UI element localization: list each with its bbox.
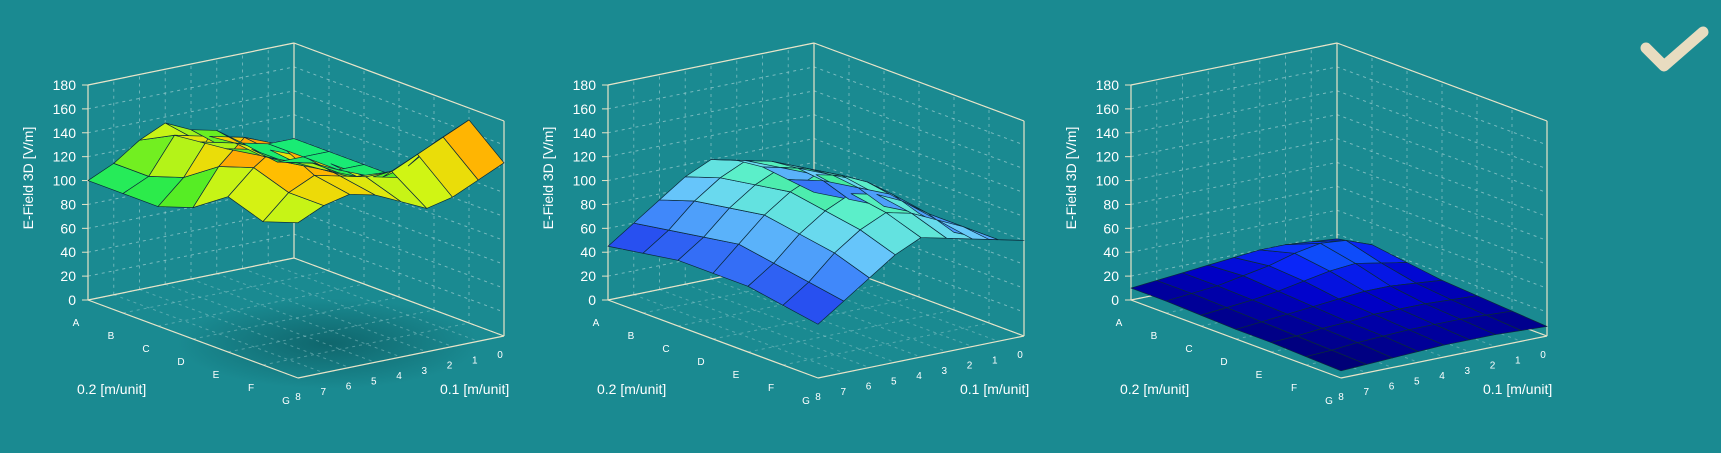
y-tick-label: 100 [53,173,77,189]
y-tick-label: 0 [68,292,76,308]
y-tick-label: 60 [1103,220,1119,236]
row-tick-label: E [733,370,740,381]
col-tick-label: 8 [815,392,821,403]
x-axis-label: 0.2 [m/unit] [77,381,146,397]
row-tick-label: B [1151,331,1158,342]
y-tick-label: 40 [60,244,76,260]
col-tick-label: 6 [1389,382,1395,393]
row-tick-label: C [142,344,149,355]
row-tick-label: G [1325,396,1333,407]
checkmark-icon [1640,26,1709,72]
surface-shadow [178,298,479,389]
y-tick-label: 20 [60,268,76,284]
col-tick-label: 0 [497,350,503,361]
col-tick-label: 7 [1363,387,1369,398]
y-tick-label: 140 [573,125,597,141]
y-tick-label: 0 [588,292,596,308]
col-tick-label: 2 [447,361,453,372]
row-tick-label: B [628,331,635,342]
y-tick-label: 120 [573,149,597,165]
surface-cell [442,119,505,181]
surface-cell [1485,310,1548,331]
row-tick-label: F [248,383,254,394]
col-tick-label: 4 [1439,371,1445,382]
y-tick-label: 80 [60,196,76,212]
row-tick-label: F [1291,383,1297,394]
y-tick-label: 20 [580,268,596,284]
col-tick-label: 5 [891,376,897,387]
row-tick-label: D [697,357,704,368]
col-tick-label: 0 [1017,350,1023,361]
surface-cell [962,226,1025,241]
col-tick-label: 2 [967,361,973,372]
y-tick-label: 160 [573,101,597,117]
col-tick-label: 0 [1540,350,1546,361]
y-tick-label: 120 [53,149,77,165]
y-tick-label: 160 [53,101,77,117]
row-tick-label: D [177,357,184,368]
y-tick-label: 0 [1111,292,1119,308]
row-tick-label: F [768,383,774,394]
y-axis-label: E-Field 3D [V/m] [20,127,36,230]
row-tick-label: G [802,396,810,407]
y-tick-label: 120 [1096,149,1120,165]
y-tick-label: 160 [1096,101,1120,117]
y-tick-label: 180 [1096,77,1120,93]
row-tick-label: A [73,318,80,329]
col-tick-label: 8 [295,392,301,403]
col-tick-label: 3 [1464,366,1470,377]
y-tick-label: 180 [573,77,597,93]
row-tick-label: E [1256,370,1263,381]
z-axis-label: 0.1 [m/unit] [960,381,1029,397]
y-tick-label: 20 [1103,268,1119,284]
y-tick-label: 40 [580,244,596,260]
col-tick-label: 1 [472,355,478,366]
x-axis-label: 0.2 [m/unit] [1120,381,1189,397]
col-tick-label: 4 [396,371,402,382]
surface [87,119,505,224]
y-tick-label: 100 [1096,173,1120,189]
col-tick-label: 6 [346,382,352,393]
x-axis-label: 0.2 [m/unit] [597,381,666,397]
y-tick-label: 60 [580,220,596,236]
col-tick-label: 2 [1490,361,1496,372]
chart-left: 0 20 40 60 80 100 120 140 160 180 A B C D E F G 8 7 6 5 4 3 2 1 0… [20,42,509,407]
row-tick-label: C [1185,344,1192,355]
surface [1130,238,1548,372]
chart-middle: 0 20 40 60 80 100 120 140 160 180 A B C D E F G 8 7 6 5 4 3 2 1 0… [540,42,1029,407]
row-tick-label: A [1116,318,1123,329]
col-tick-label: 1 [992,355,998,366]
col-tick-label: 6 [866,382,872,393]
y-tick-label: 80 [580,196,596,212]
row-tick-label: E [213,370,220,381]
y-tick-label: 180 [53,77,77,93]
surface [607,159,1025,325]
col-tick-label: 3 [941,366,947,377]
col-tick-label: 1 [1515,355,1521,366]
z-axis-label: 0.1 [m/unit] [1483,381,1552,397]
col-tick-label: 7 [320,387,326,398]
chart-right: 0 20 40 60 80 100 120 140 160 180 A B C D E F G 8 7 6 5 4 3 2 1 0… [1063,42,1552,407]
y-tick-label: 140 [53,125,77,141]
y-axis-label: E-Field 3D [V/m] [1063,127,1079,230]
row-tick-label: A [593,318,600,329]
row-tick-label: D [1220,357,1227,368]
col-tick-label: 4 [916,371,922,382]
y-tick-label: 100 [573,173,597,189]
row-tick-label: G [282,396,290,407]
col-tick-label: 5 [1414,376,1420,387]
col-tick-label: 8 [1338,392,1344,403]
z-axis-label: 0.1 [m/unit] [440,381,509,397]
y-tick-label: 40 [1103,244,1119,260]
col-tick-label: 5 [371,376,377,387]
y-tick-label: 140 [1096,125,1120,141]
y-axis-label: E-Field 3D [V/m] [540,127,556,230]
row-tick-label: B [108,331,115,342]
row-tick-label: C [662,344,669,355]
y-tick-label: 80 [1103,196,1119,212]
col-tick-label: 3 [421,366,427,377]
y-tick-label: 60 [60,220,76,236]
col-tick-label: 7 [840,387,846,398]
